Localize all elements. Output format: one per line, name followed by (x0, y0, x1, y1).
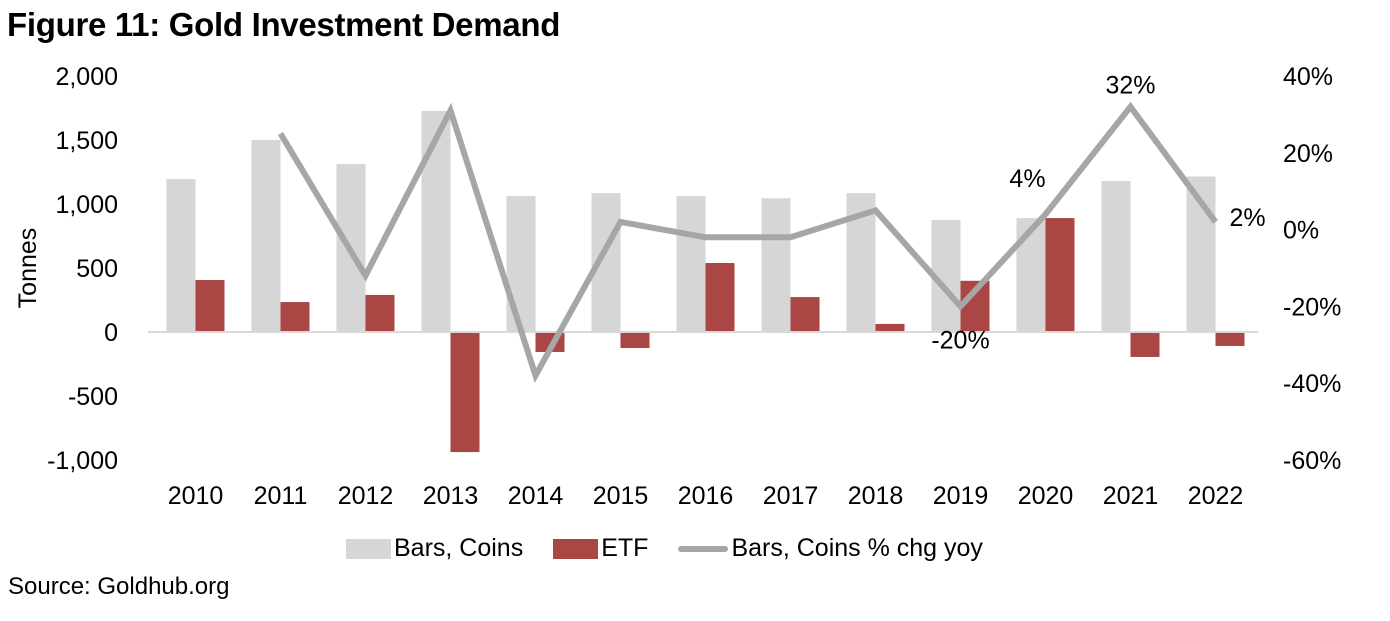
legend-label: Bars, Coins (394, 534, 524, 562)
data-label-2022: 2% (1230, 204, 1266, 232)
y-tick-label-left: 0 (104, 319, 118, 347)
bar-bars-coins-2020 (1016, 218, 1046, 332)
bar-bars-coins-2014 (506, 196, 536, 332)
x-tick-label: 2011 (254, 482, 308, 510)
bar-bars-coins-2011 (251, 140, 281, 332)
bars-coins-series (166, 110, 1216, 332)
legend-item-bars-coins: Bars, Coins (346, 534, 523, 563)
x-tick-label: 2020 (1018, 482, 1074, 510)
data-label-2019: -20% (931, 326, 989, 354)
bar-bars-coins-2016 (676, 196, 706, 332)
y-tick-label-right: 40% (1283, 63, 1333, 91)
y-axis-label: Tonnes (14, 228, 42, 309)
legend-item-etf: ETF (553, 534, 648, 563)
y-tick-label-right: 0% (1283, 217, 1319, 245)
y-tick-label-right: 20% (1283, 140, 1333, 168)
data-label-2021: 32% (1105, 72, 1155, 100)
data-label-2020: 4% (1009, 165, 1045, 193)
bar-etf-2016 (705, 263, 735, 332)
x-tick-label: 2014 (508, 482, 564, 510)
yoy-line (277, 101, 1218, 384)
y-tick-label-left: 1,500 (55, 127, 118, 155)
x-tick-label: 2022 (1188, 482, 1244, 510)
y-axis-left: 2,000 1,500 1,000 500 0 -500 -1,000 (47, 63, 118, 475)
y-tick-label-left: 1,000 (55, 191, 118, 219)
y-tick-label-left: 500 (76, 255, 118, 283)
bar-etf-2013 (450, 332, 480, 453)
y-tick-label-right: -40% (1283, 370, 1341, 398)
x-tick-label: 2012 (338, 482, 394, 510)
bar-bars-coins-2010 (166, 179, 196, 332)
bar-etf-2015 (620, 332, 650, 348)
bar-bars-coins-2017 (761, 198, 791, 332)
bar-etf-2012 (365, 295, 395, 332)
y-tick-label-left: -1,000 (47, 447, 118, 475)
bar-etf-2020 (1045, 218, 1075, 332)
annotations: -20% 4% 32% 2% (931, 72, 1265, 355)
y-tick-label-left: 2,000 (55, 63, 118, 91)
x-axis: 2010 2011 2012 2013 2014 2015 2016 2017 2018 2019… (168, 482, 1244, 510)
x-tick-label: 2016 (678, 482, 734, 510)
bar-etf-2018 (875, 323, 905, 332)
bar-etf-2021 (1130, 332, 1160, 357)
legend-label: Bars, Coins % chg yoy (731, 534, 983, 562)
bar-etf-2010 (195, 280, 225, 332)
bar-bars-coins-2021 (1101, 180, 1131, 332)
etf-series (195, 218, 1245, 453)
x-tick-label: 2019 (933, 482, 989, 510)
y-tick-label-left: -500 (68, 383, 118, 411)
bar-etf-2022 (1215, 332, 1245, 346)
legend-item-yoy: Bars, Coins % chg yoy (678, 534, 983, 563)
legend-swatch-etf (553, 538, 599, 559)
x-tick-label: 2021 (1103, 482, 1159, 510)
x-tick-label: 2013 (423, 482, 479, 510)
source-note: Source: Goldhub.org (8, 573, 230, 600)
bar-etf-2017 (790, 297, 820, 332)
x-tick-label: 2017 (763, 482, 819, 510)
legend: Bars, Coins ETF Bars, Coins % chg yoy (346, 534, 1013, 563)
legend-label: ETF (601, 534, 649, 562)
y-tick-label-right: -20% (1283, 293, 1341, 321)
x-tick-label: 2018 (848, 482, 904, 510)
y-axis-right: 40% 20% 0% -20% -40% -60% (1283, 63, 1341, 475)
x-tick-label: 2015 (593, 482, 649, 510)
bar-etf-2011 (280, 302, 310, 332)
legend-swatch-bars-coins (346, 538, 391, 559)
chart-title: Figure 11: Gold Investment Demand (7, 6, 561, 43)
bar-bars-coins-2013 (421, 110, 451, 332)
x-tick-label: 2010 (168, 482, 224, 510)
yoy-line-series (277, 101, 1218, 384)
y-tick-label-right: -60% (1283, 447, 1341, 475)
legend-swatch-yoy-line (678, 545, 729, 552)
